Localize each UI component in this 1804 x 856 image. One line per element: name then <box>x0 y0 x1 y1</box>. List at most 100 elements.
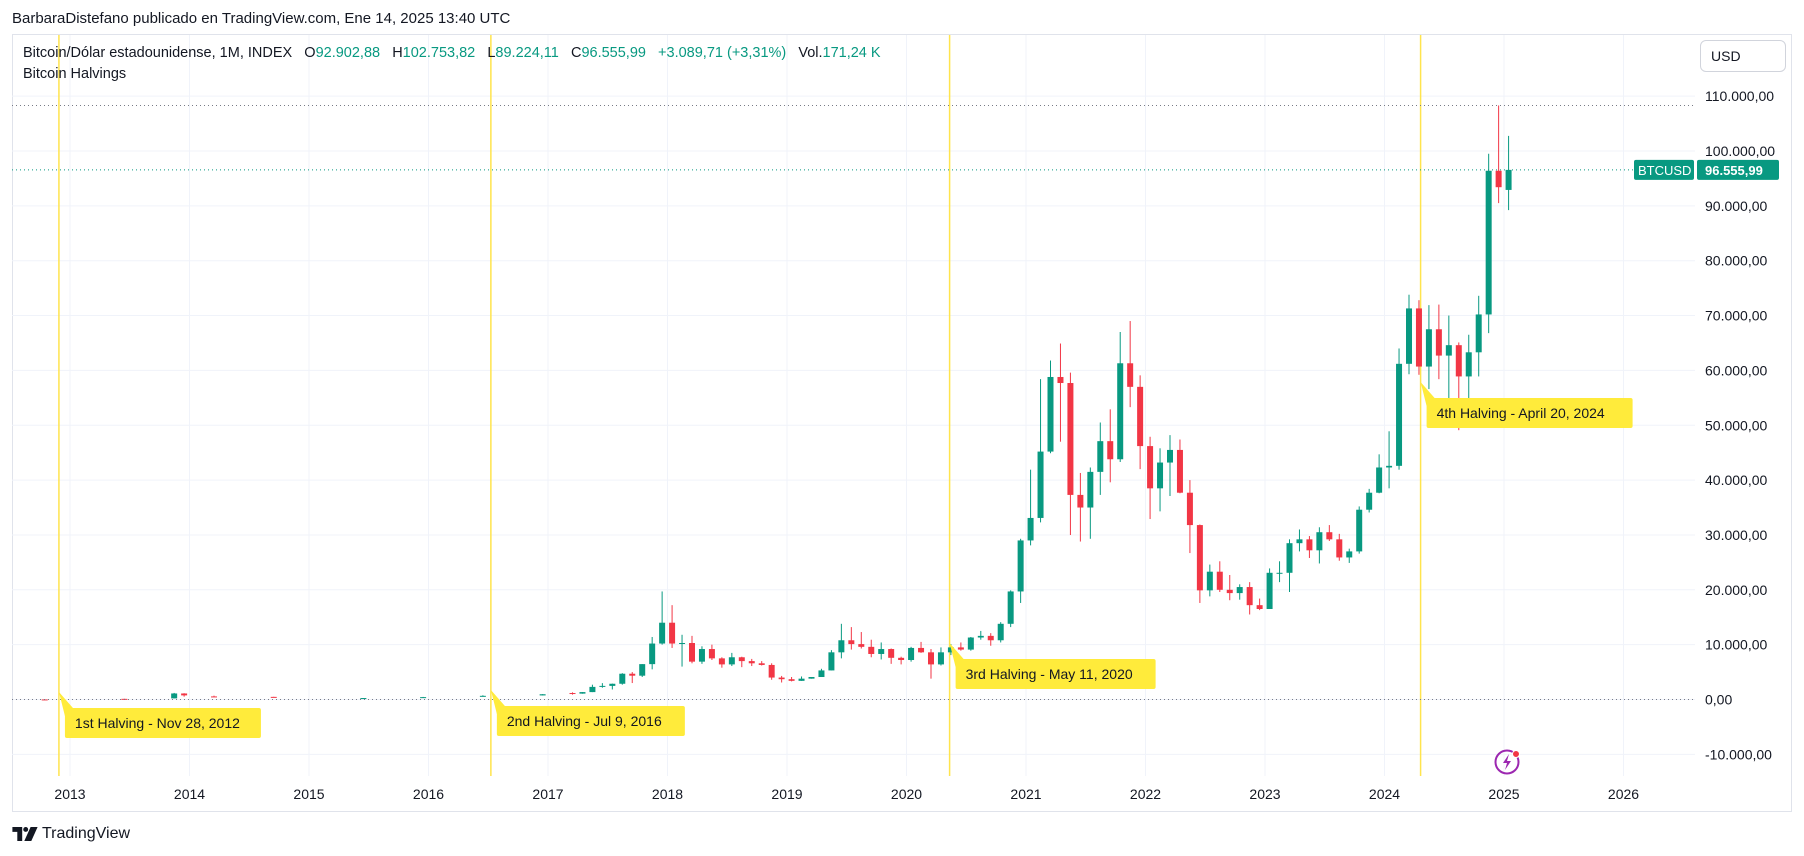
x-tick-label: 2025 <box>1488 786 1519 802</box>
last-price-tag-text: 96.555,99 <box>1705 163 1763 178</box>
candle <box>808 677 815 679</box>
candle-body <box>619 673 626 684</box>
candle <box>420 696 427 699</box>
candle-body <box>669 622 676 644</box>
candle <box>977 630 984 640</box>
candle <box>838 623 845 659</box>
high-value: 102.753,82 <box>402 45 476 61</box>
candle-body <box>1386 465 1393 468</box>
candle <box>1117 332 1124 462</box>
candle-body <box>1127 363 1134 387</box>
candle-body <box>1216 571 1223 590</box>
candle-body <box>918 647 925 653</box>
low-value: 89.224,11 <box>495 45 559 61</box>
symbol-description[interactable]: Bitcoin/Dólar estadounidense, 1M, INDEX <box>23 45 293 61</box>
candle-body <box>1266 572 1273 609</box>
candle-body <box>659 622 666 644</box>
chart-frame <box>12 34 1792 812</box>
candle-body <box>928 652 935 665</box>
candle-body <box>908 647 915 661</box>
x-tick-label: 2024 <box>1369 786 1400 802</box>
price-axis: 110.000,00 100.000,00 90.000,00 80.000,00 70… <box>1705 88 1775 762</box>
candle-body <box>1226 589 1233 594</box>
candle <box>788 677 795 682</box>
candle-body <box>1057 376 1064 384</box>
candle <box>1495 105 1502 204</box>
candle-body <box>868 646 875 654</box>
candle-body <box>420 697 427 699</box>
currency-button[interactable]: USD <box>1700 40 1786 72</box>
halving-label-text: 4th Halving - April 20, 2024 <box>1437 405 1605 421</box>
y-tick-label: 50.000,00 <box>1705 417 1767 433</box>
x-tick-label: 2020 <box>891 786 922 802</box>
candle <box>1286 539 1293 592</box>
candle-body <box>768 664 775 678</box>
y-tick-label: 110.000,00 <box>1705 88 1774 104</box>
candle <box>1206 564 1213 597</box>
volume-label: Vol. <box>798 45 823 61</box>
candle <box>1176 439 1183 494</box>
candle-body <box>1117 363 1124 460</box>
close-value: 96.555,99 <box>581 45 646 61</box>
candle <box>718 657 725 668</box>
candle <box>918 641 925 653</box>
candle <box>1147 436 1154 520</box>
open-label: O <box>304 45 316 61</box>
candle-body <box>848 640 855 645</box>
y-tick-label: 100.000,00 <box>1705 143 1775 159</box>
candle-body <box>579 692 586 694</box>
candle-body <box>589 686 596 693</box>
x-tick-label: 2023 <box>1249 786 1280 802</box>
candle <box>1475 295 1482 377</box>
candle-body <box>1007 591 1014 624</box>
y-tick-label: 80.000,00 <box>1705 253 1767 269</box>
candle <box>211 695 218 698</box>
brand[interactable]: TradingView <box>12 824 130 844</box>
y-tick-label: 20.000,00 <box>1705 582 1767 598</box>
candle-body <box>788 679 795 681</box>
candle-body <box>1425 329 1432 367</box>
candle-body <box>629 673 636 676</box>
halving-label-text: 1st Halving - Nov 28, 2012 <box>75 715 240 731</box>
candle <box>748 658 755 667</box>
candle <box>1246 582 1253 615</box>
candle <box>1027 469 1034 546</box>
last-price-tag <box>1697 159 1779 180</box>
time-axis: 2013 2014 2015 2016 2017 2018 2019 2020 2021 2022… <box>54 786 1639 802</box>
candle-body <box>798 678 805 681</box>
halving-label: 3rd Halving - May 11, 2020 <box>949 643 1156 689</box>
candle <box>1157 448 1164 512</box>
candle-body <box>1037 451 1044 518</box>
y-tick-label: 30.000,00 <box>1705 527 1767 543</box>
candle <box>1415 300 1422 375</box>
candle <box>669 605 676 648</box>
candle-body <box>1137 386 1144 447</box>
candle <box>689 635 696 664</box>
candle-body <box>1017 540 1024 592</box>
lightning-icon[interactable] <box>1493 747 1523 777</box>
candle <box>708 644 715 661</box>
candle-body <box>1107 441 1114 460</box>
candle-body <box>1495 170 1502 188</box>
candle <box>629 672 636 684</box>
grid-lines <box>12 35 1695 776</box>
candle <box>848 627 855 650</box>
candle-body <box>609 683 616 686</box>
candle <box>1127 321 1134 408</box>
candle <box>778 675 785 683</box>
candle <box>1445 315 1452 407</box>
candle-body <box>1147 446 1154 489</box>
candle <box>957 642 964 651</box>
candle <box>928 649 935 679</box>
candle-body <box>947 647 954 653</box>
candle-body <box>838 640 845 653</box>
candle <box>1047 360 1054 454</box>
x-tick-label: 2014 <box>174 786 205 802</box>
candle <box>1485 153 1492 334</box>
y-tick-label: 60.000,00 <box>1705 362 1767 378</box>
candle <box>479 695 486 697</box>
candle-body <box>539 694 546 696</box>
indicator-legend[interactable]: Bitcoin Halvings <box>23 66 127 82</box>
x-tick-label: 2013 <box>54 786 85 802</box>
